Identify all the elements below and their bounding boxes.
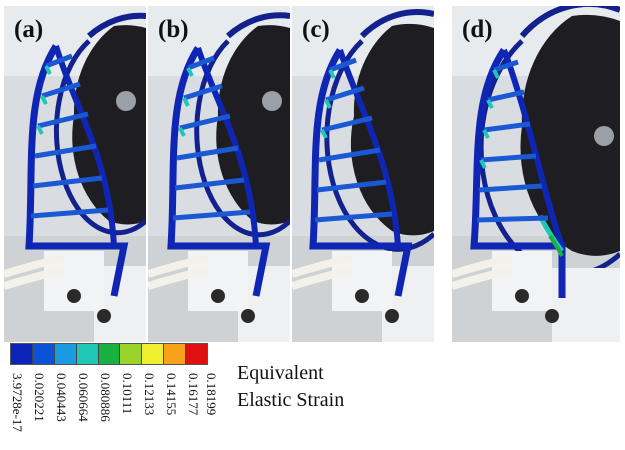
panel-label-c: (c): [302, 16, 330, 43]
legend-tick-label: 0.10111: [120, 373, 135, 415]
legend-tick-label: 0.060664: [76, 373, 91, 422]
strain-legend: 3.9728e-17 0.020221 0.040443 0.060664 0.…: [10, 343, 219, 447]
panel-c: (c): [292, 6, 434, 342]
color-swatch: [120, 344, 143, 364]
legend-tick-label: 0.040443: [54, 373, 69, 422]
legend-tick-label: 0.16177: [186, 373, 201, 416]
color-swatch: [54, 344, 77, 364]
legend-tick: 3.9728e-17: [10, 373, 28, 445]
legend-tick: 0.080886: [98, 373, 116, 445]
legend-title-line2: Elastic Strain: [237, 389, 345, 411]
legend-tick: 0.060664: [76, 373, 94, 445]
finger-photo-b: [148, 6, 290, 342]
legend-tick-label: 0.020221: [32, 373, 47, 422]
finger-photo-a: [4, 6, 146, 342]
panel-label-b: (b): [158, 16, 189, 43]
legend-tick: 0.16177: [186, 373, 204, 445]
legend-title: Equivalent Elastic Strain: [237, 360, 344, 414]
legend-tick: 0.10111: [120, 373, 138, 445]
legend-tick: 0.14155: [164, 373, 182, 445]
legend-title-line1: Equivalent: [237, 362, 324, 384]
color-swatch: [32, 344, 55, 364]
color-scale-bar: [10, 343, 208, 365]
color-swatch: [142, 344, 165, 364]
panel-a: (a): [4, 6, 146, 342]
legend-tick: 0.18199: [204, 373, 222, 445]
legend-tick: 0.12133: [142, 373, 160, 445]
legend-tick: 0.020221: [32, 373, 50, 445]
legend-tick-label: 0.18199: [204, 373, 219, 416]
color-swatch: [164, 344, 187, 364]
panel-label-d: (d): [462, 16, 493, 43]
panel-label-a: (a): [14, 16, 44, 43]
legend-tick-label: 0.080886: [98, 373, 113, 422]
legend-tick: 0.040443: [54, 373, 72, 445]
color-swatch: [76, 344, 99, 364]
color-swatch: [186, 344, 208, 364]
legend-tick-label: 0.12133: [142, 373, 157, 416]
legend-tick-label: 0.14155: [164, 373, 179, 416]
panel-b: (b): [148, 6, 290, 342]
color-swatch: [11, 344, 33, 364]
finger-photo-c: [292, 6, 434, 342]
color-swatch: [98, 344, 121, 364]
finger-photo-d: [452, 6, 620, 342]
legend-tick-label: 3.9728e-17: [10, 373, 25, 432]
panel-d: (d): [452, 6, 620, 342]
